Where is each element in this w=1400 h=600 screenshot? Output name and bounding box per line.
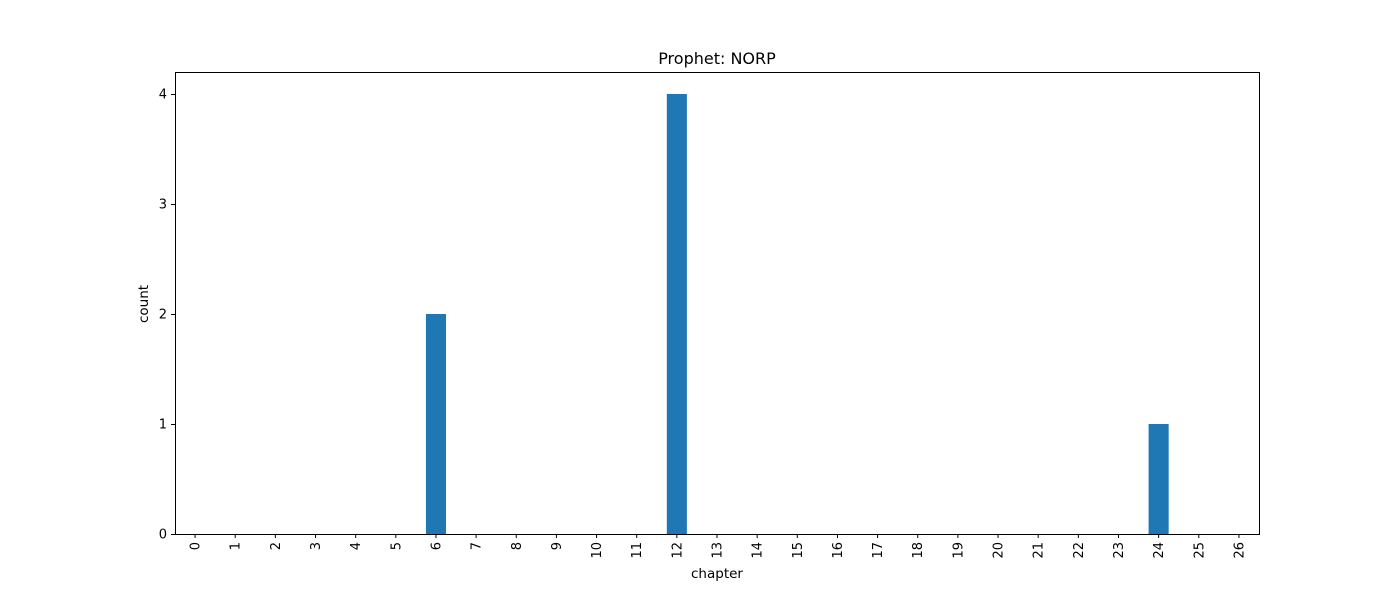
x-tick-label: 13 — [711, 542, 726, 559]
y-axis: 0 1 2 3 4 — [159, 88, 175, 543]
x-tick-label: 23 — [1112, 542, 1127, 559]
bar-12 — [666, 94, 687, 534]
x-tick-label: 8 — [510, 542, 525, 550]
x-tick-label: 21 — [1032, 542, 1047, 559]
x-tick-label: 4 — [349, 542, 364, 550]
bar-6 — [425, 314, 446, 534]
chart-title: Prophet: NORP — [658, 49, 776, 68]
x-tick-label: 15 — [791, 542, 806, 559]
x-tick-label: 26 — [1232, 542, 1247, 559]
y-tick-label: 0 — [159, 528, 167, 543]
x-tick-label: 10 — [590, 542, 605, 559]
bars — [425, 94, 1169, 534]
x-axis: 0 1 2 3 4 5 6 7 8 9 10 11 12 13 14 15 16 17 18 19 20 21 22 23 24… — [189, 534, 1247, 559]
x-tick-label: 2 — [269, 542, 284, 550]
x-tick-label: 16 — [831, 542, 846, 559]
y-tick-label: 4 — [159, 88, 167, 103]
x-tick-label: 1 — [229, 542, 244, 550]
y-axis-label: count — [136, 285, 152, 323]
x-tick-label: 5 — [389, 542, 404, 550]
x-tick-label: 24 — [1152, 542, 1167, 559]
x-tick-label: 14 — [751, 542, 766, 559]
x-tick-label: 18 — [911, 542, 926, 559]
x-tick-label: 12 — [670, 542, 685, 559]
y-tick-label: 3 — [159, 198, 167, 213]
plot-frame — [175, 72, 1260, 535]
x-tick-label: 7 — [470, 542, 485, 550]
x-tick-label: 11 — [630, 542, 645, 559]
bar-24 — [1148, 424, 1169, 534]
x-tick-label: 3 — [309, 542, 324, 550]
y-tick-label: 2 — [159, 308, 167, 323]
y-tick-label: 1 — [159, 418, 167, 433]
x-tick-label: 19 — [951, 542, 966, 559]
x-tick-label: 17 — [871, 542, 886, 559]
x-tick-label: 22 — [1072, 542, 1087, 559]
x-tick-label: 20 — [992, 542, 1007, 559]
x-tick-label: 25 — [1192, 542, 1207, 559]
x-tick-label: 6 — [429, 542, 444, 550]
x-axis-label: chapter — [691, 566, 743, 582]
x-tick-label: 9 — [550, 542, 565, 550]
x-tick-label: 0 — [189, 542, 204, 550]
